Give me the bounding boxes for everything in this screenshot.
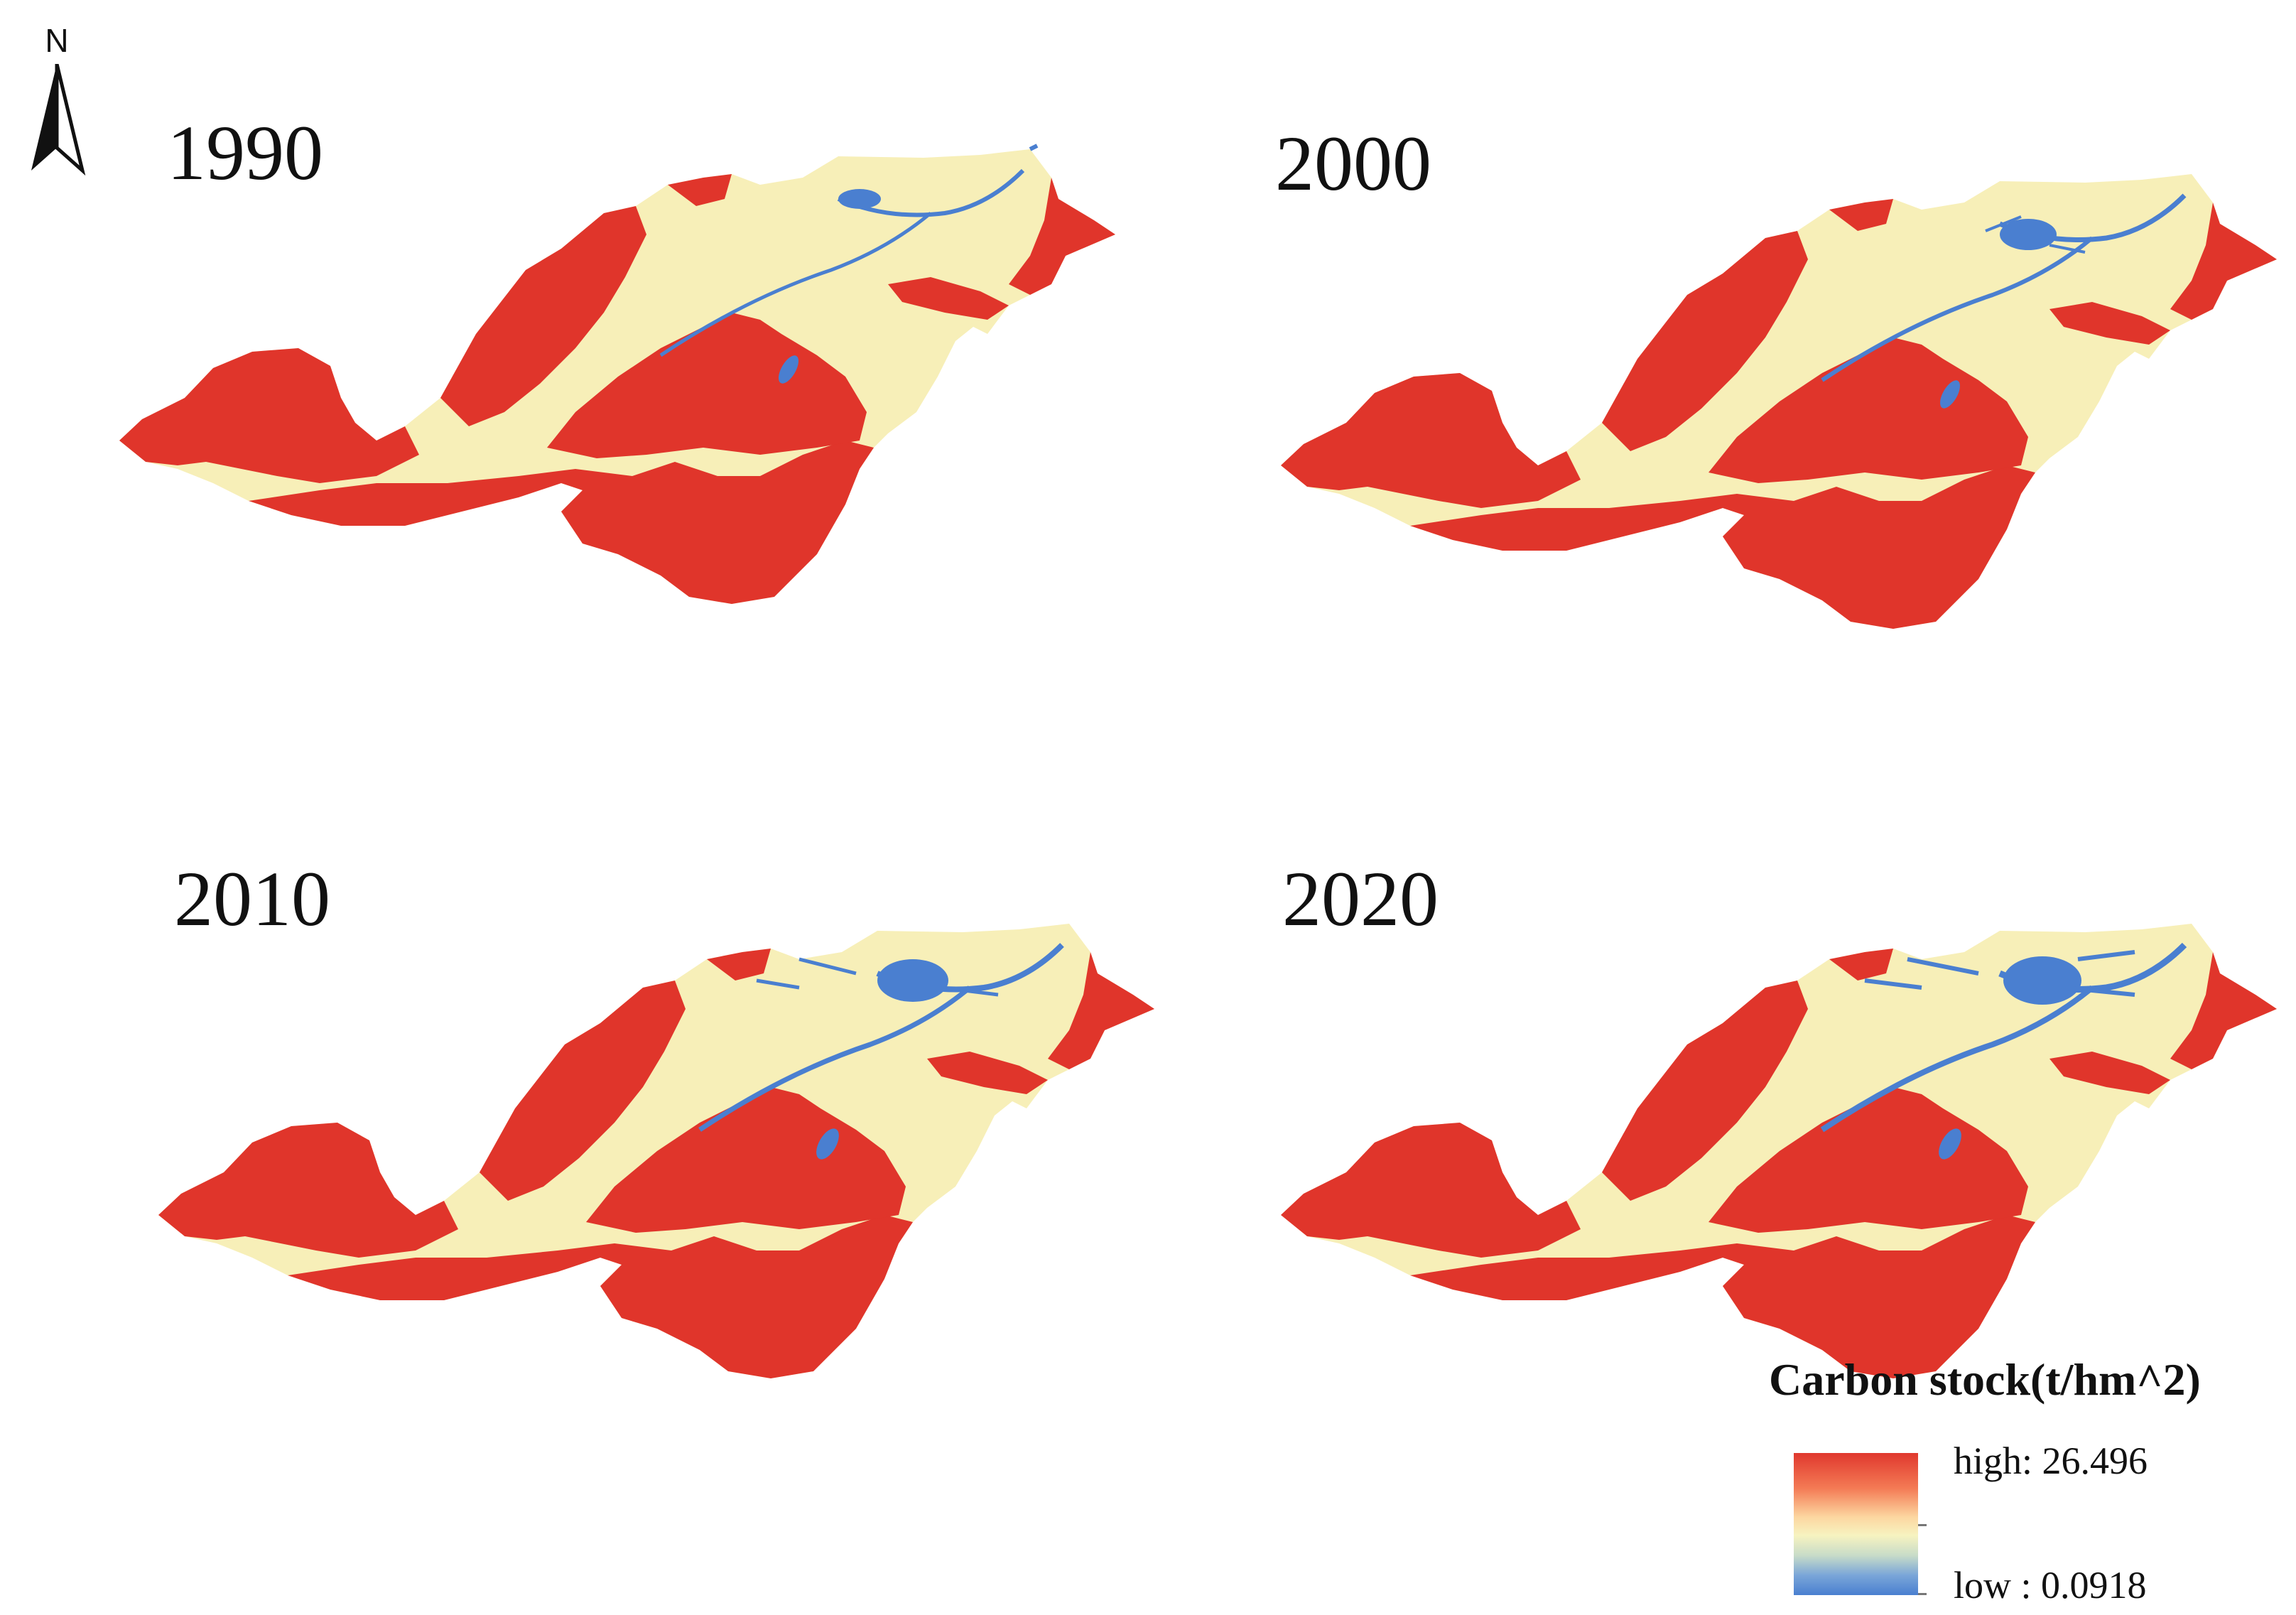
carbon-map-2000 (1281, 174, 2277, 629)
legend-tick (1918, 1524, 1927, 1526)
year-label-2020: 2020 (1282, 855, 1439, 942)
map-panel-2020: 2020 (1254, 835, 2296, 1446)
year-label-2010: 2010 (174, 855, 330, 942)
legend-title: Carbon stock(t/hm^2) (1769, 1354, 2201, 1405)
carbon-map-2010 (158, 924, 1154, 1378)
map-panel-1990: 1990 (107, 99, 1215, 711)
year-label-2000: 2000 (1275, 120, 1431, 207)
legend-tick (1918, 1593, 1927, 1595)
north-arrow: N (21, 21, 92, 178)
legend-low-label: low : 0.0918 (1954, 1564, 2147, 1606)
north-letter: N (45, 22, 69, 59)
north-arrow-icon (31, 64, 86, 176)
map-panel-2000: 2000 (1247, 99, 2296, 711)
year-label-1990: 1990 (167, 109, 323, 196)
legend-color-ramp (1794, 1453, 1918, 1595)
map-panel-2010: 2010 (149, 835, 1257, 1446)
legend-high-label: high: 26.496 (1954, 1440, 2148, 1482)
carbon-map-1990 (119, 144, 1115, 604)
carbon-map-2020 (1281, 924, 2277, 1378)
legend: Carbon stock(t/hm^2) high: 26.496 low : … (1769, 1354, 2287, 1609)
